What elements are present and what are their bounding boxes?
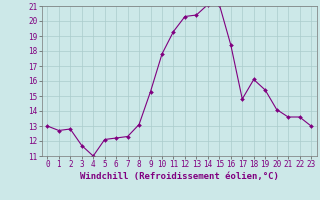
X-axis label: Windchill (Refroidissement éolien,°C): Windchill (Refroidissement éolien,°C) — [80, 172, 279, 181]
